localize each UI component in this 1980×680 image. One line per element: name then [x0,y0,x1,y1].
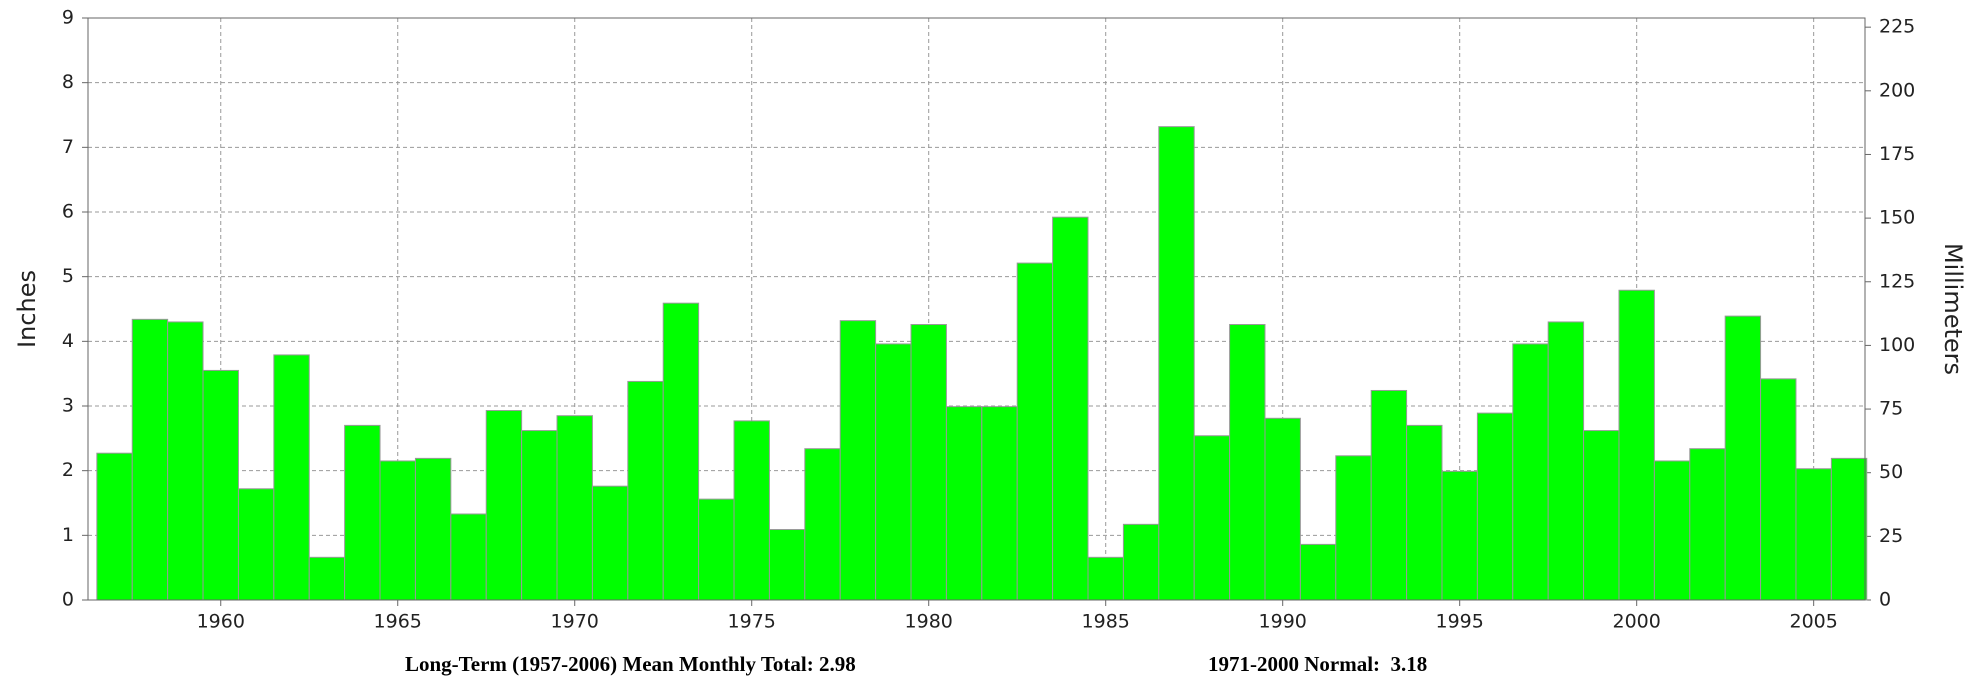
bar [344,424,381,601]
bar [1618,289,1655,601]
bar [1193,435,1231,601]
x-tick-label: 1985 [1082,611,1130,633]
plot-frame [87,17,1866,601]
x-tick-label: 2000 [1613,611,1661,633]
bar [698,498,735,601]
bar [627,380,664,601]
y2-tick-label: 75 [1879,398,1903,420]
bar [1087,556,1124,601]
y-tick-label: 4 [62,330,74,352]
bar [414,457,452,601]
x-tick-label: 1990 [1259,611,1307,633]
x-tick-label: 1970 [551,611,599,633]
y2-tick-label: 25 [1879,525,1903,547]
y2-tick-label: 225 [1879,16,1915,38]
annotation: 1971-2000 Normal: 3.18 [1208,652,1427,676]
x-tick-label: 1975 [728,611,776,633]
y2-axis-label: Millimeters [1939,243,1967,375]
bar [1547,321,1585,601]
y2-tick-label: 150 [1879,207,1915,229]
x-tick-label: 1960 [197,611,245,633]
bar [1158,126,1195,601]
bar [1122,523,1160,601]
bar [733,420,770,601]
y2-tick-label: 50 [1879,461,1903,483]
y2-tick-label: 200 [1879,79,1915,101]
y-tick-label: 7 [62,136,74,158]
bar [273,354,310,601]
bar [1795,468,1832,601]
bar [804,448,841,601]
y-tick-label: 1 [62,524,74,546]
y-tick-label: 3 [62,395,74,417]
y-tick-label: 6 [62,201,74,223]
bar [308,556,346,601]
bar [1724,315,1762,601]
y2-tick-label: 100 [1879,334,1915,356]
bar [1583,430,1620,601]
y2-tick-label: 175 [1879,143,1915,165]
bar [591,485,629,601]
bar [1229,324,1266,601]
bar [839,320,877,601]
bar [450,513,487,601]
bar [379,460,416,601]
bar [1512,343,1549,601]
bar [910,324,947,601]
y-tick-label: 0 [62,589,74,611]
annotation: Long-Term (1957-2006) Mean Monthly Total… [405,652,856,676]
y-axis-label: Inches [13,270,41,348]
bar [96,452,133,601]
bar [875,343,912,601]
bar [1476,412,1514,601]
bar [1299,543,1337,601]
bar [202,369,239,601]
y-tick-label: 2 [62,459,74,481]
bar [1264,417,1301,601]
x-tick-label: 1995 [1436,611,1484,633]
bar [1830,457,1868,601]
bar [1689,448,1726,601]
bar [237,488,275,601]
bar [556,415,593,601]
y2-tick-label: 125 [1879,270,1915,292]
bar [1653,460,1691,601]
bar [485,410,523,601]
bar [1406,424,1443,601]
bar [981,406,1018,601]
bar [167,321,204,601]
bar [1016,262,1054,601]
bar [521,430,558,601]
y-tick-label: 8 [62,71,74,93]
bar [131,318,169,601]
bar [1052,216,1089,601]
bar [1441,470,1478,601]
bar [768,529,806,601]
x-tick-label: 2005 [1789,611,1837,633]
bar [945,406,983,601]
x-tick-label: 1965 [374,611,422,633]
y-tick-label: 5 [62,265,74,287]
bar [662,302,700,601]
x-tick-label: 1980 [905,611,953,633]
bar [1335,455,1372,601]
y-tick-label: 9 [62,7,74,29]
bar [1760,378,1797,601]
bar [1370,389,1408,601]
y2-tick-label: 0 [1879,589,1891,611]
